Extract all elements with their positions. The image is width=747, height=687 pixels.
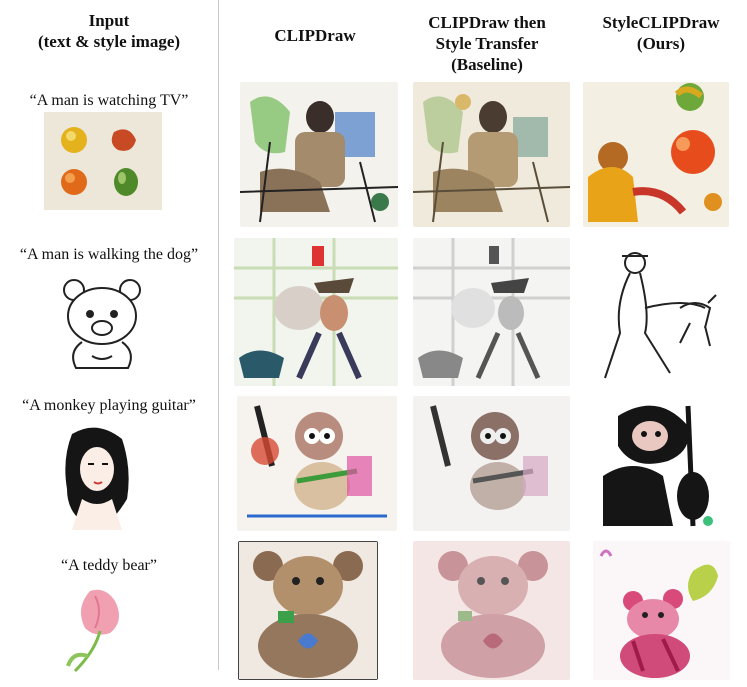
prompt-text: “A teddy bear” <box>61 557 157 574</box>
column-divider <box>218 0 219 670</box>
baseline-result-monkey <box>413 396 570 531</box>
header-baseline: CLIPDraw then Style Transfer (Baseline) <box>428 13 546 74</box>
prompt-text: “A monkey playing guitar” <box>22 397 196 414</box>
prompt-text: “A man is walking the dog” <box>19 246 199 263</box>
header-ours: StyleCLIPDraw (Ours) <box>602 13 720 53</box>
header-input: Input (text & style image) <box>37 11 181 51</box>
clipdraw-result-teddy <box>238 541 378 680</box>
clipdraw-result-monkey <box>237 396 397 531</box>
baseline-result-dog <box>413 238 570 386</box>
ours-result-teddy <box>593 541 730 680</box>
baseline-result-teddy <box>413 541 570 680</box>
style-image-teddy-outline <box>52 276 152 372</box>
style-image-tulip <box>60 586 142 674</box>
header-clipdraw: CLIPDraw <box>274 26 356 45</box>
baseline-result-tv <box>413 82 570 227</box>
style-image-portrait <box>42 424 148 530</box>
style-image-fruit <box>44 112 162 210</box>
ours-result-monkey <box>588 396 730 536</box>
prompt-text: “A man is watching TV” <box>29 92 189 109</box>
ours-result-tv <box>583 82 729 227</box>
clipdraw-result-dog <box>234 238 398 386</box>
ours-result-dog <box>590 238 730 386</box>
clipdraw-result-tv <box>240 82 398 227</box>
